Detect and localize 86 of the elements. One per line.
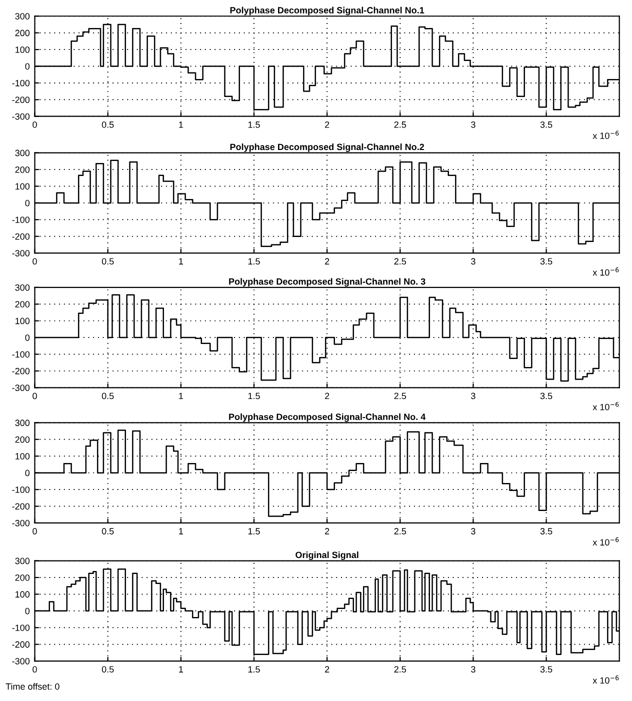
x-tick-label: 0 <box>32 121 37 128</box>
y-tick-label: -200 <box>12 96 30 104</box>
x-tick-label: 2 <box>325 392 330 400</box>
y-tick-label: 100 <box>16 318 30 324</box>
x-tick-label: 1 <box>179 258 183 264</box>
y-tick-label: 100 <box>16 591 30 598</box>
y-tick-label: 0 <box>25 470 30 476</box>
x-tick-label: 1.5 <box>248 392 260 400</box>
text: x 10$^{−6}$ <box>592 537 619 546</box>
text: x 10$^{−6}$ <box>592 130 619 139</box>
x-tick-label: 0.5 <box>102 258 114 265</box>
x-tick-label: 3 <box>471 258 476 265</box>
y-tick-label: 300 <box>15 558 30 564</box>
text: x 10$^{−6}$ <box>592 267 619 276</box>
x-tick-label: 2 <box>325 121 330 128</box>
y-tick-label: 300 <box>15 284 30 291</box>
x-tick-label: 3.5 <box>540 258 552 265</box>
y-tick-label: 200 <box>15 166 30 173</box>
y-tick-label: 100 <box>16 183 30 190</box>
x-tick-label: 2.5 <box>394 392 406 400</box>
x-tick-label: 3.5 <box>540 666 552 673</box>
y-tick-label: 200 <box>15 301 30 308</box>
y-tick-label: -300 <box>12 658 30 664</box>
y-tick-label: 200 <box>15 574 30 581</box>
y-tick-label: -200 <box>12 233 30 240</box>
x-tick-label: 0.5 <box>102 392 114 400</box>
x-tick-label: 3 <box>471 666 476 673</box>
y-tick-label: -300 <box>12 384 30 392</box>
y-tick-label: -100 <box>12 80 30 86</box>
y-tick-label: 300 <box>15 420 30 426</box>
x-tick-label: 1.5 <box>248 258 260 265</box>
chart-title: Polyphase Decomposed Signal-Channel No.2 <box>230 144 424 152</box>
x-tick-label: 0 <box>32 392 37 400</box>
x-tick-label: 2 <box>325 528 330 534</box>
y-tick-label: 300 <box>15 150 30 156</box>
x-tick-label: 1.5 <box>248 122 260 128</box>
y-tick-label: -100 <box>12 624 30 631</box>
chart-title: Polyphase Decomposed Signal-Channel No. 3 <box>229 278 426 287</box>
x-tick-label: 3 <box>471 121 476 128</box>
chart-title: Original Signal <box>296 551 358 560</box>
x-tick-label: 3.5 <box>540 392 552 400</box>
x-tick-label: 2.5 <box>394 121 406 128</box>
y-tick-label: -200 <box>12 368 30 374</box>
y-tick-label: 200 <box>15 30 30 36</box>
x-tick-label: 2.5 <box>394 258 406 265</box>
text: x 10$^{−6}$ <box>592 402 619 410</box>
x-tick-label: 0.5 <box>102 666 114 673</box>
x-tick-label: 3 <box>471 392 476 400</box>
x-tick-label: 0 <box>32 528 37 534</box>
y-tick-label: 100 <box>16 46 30 53</box>
chart-title: Polyphase Decomposed Signal-Channel No.1 <box>230 6 424 16</box>
x-tick-label: 1 <box>179 392 183 400</box>
x-tick-label: 0.5 <box>102 121 114 128</box>
x-tick-label: 0 <box>32 666 37 673</box>
x-tick-label: 1.5 <box>248 666 260 673</box>
y-tick-label: -300 <box>12 113 30 120</box>
y-tick-label: 0 <box>25 608 30 614</box>
x-tick-label: 0.5 <box>102 528 114 534</box>
y-tick-label: 0 <box>25 63 30 70</box>
x-tick-label: 2 <box>325 258 330 264</box>
x-tick-label: 2.5 <box>394 666 406 673</box>
y-tick-label: -300 <box>12 520 30 526</box>
x-tick-label: 0 <box>32 258 37 265</box>
x-tick-label: 1 <box>179 122 183 128</box>
y-tick-label: -200 <box>12 503 30 510</box>
x-tick-label: 3.5 <box>540 528 552 534</box>
x-tick-label: 3.5 <box>540 121 552 128</box>
y-tick-label: -100 <box>12 351 30 358</box>
x-tick-label: 1.5 <box>248 528 260 534</box>
x-tick-label: 2 <box>325 666 330 672</box>
x-tick-label: 2.5 <box>394 528 406 534</box>
y-tick-label: -300 <box>12 250 30 256</box>
y-tick-label: 0 <box>25 200 30 206</box>
y-tick-label: 300 <box>15 13 30 20</box>
y-tick-label: 0 <box>25 334 30 341</box>
x-tick-label: 1 <box>179 666 183 672</box>
x-tick-label: 1 <box>179 528 183 534</box>
x-tick-label: 3 <box>471 528 476 534</box>
text: Time offset: 0 <box>6 683 60 690</box>
chart-title: Polyphase Decomposed Signal-Channel No. 4 <box>229 413 426 422</box>
y-tick-label: 100 <box>16 453 30 460</box>
y-tick-label: -100 <box>12 216 30 224</box>
y-tick-label: 200 <box>15 436 30 443</box>
y-tick-label: -100 <box>12 486 30 493</box>
y-tick-label: -200 <box>12 641 30 648</box>
text: x 10$^{−6}$ <box>592 675 619 684</box>
